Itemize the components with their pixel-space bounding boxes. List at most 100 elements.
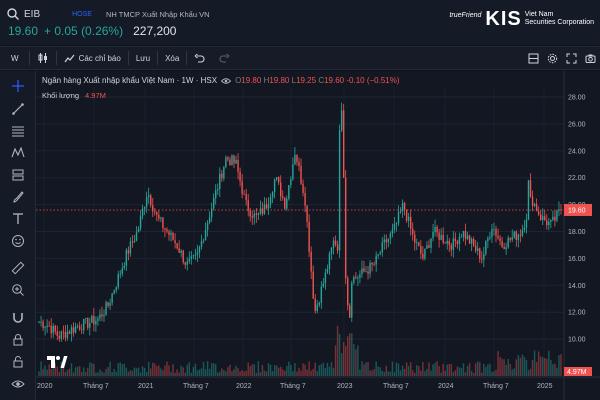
volume-bar: [450, 364, 453, 376]
volume-bar: [150, 368, 152, 376]
delete-button[interactable]: Xóa: [165, 53, 180, 63]
volume-bar: [399, 370, 402, 376]
eye-icon[interactable]: [221, 77, 232, 85]
volume-bar: [308, 361, 310, 376]
volume-bar: [332, 367, 335, 376]
candle-body: [119, 273, 121, 275]
brush-tool[interactable]: [10, 189, 26, 205]
candle-body: [302, 183, 304, 193]
layout-icon[interactable]: [528, 53, 539, 64]
volume-bar: [119, 362, 121, 376]
save-button[interactable]: Lưu: [135, 53, 151, 63]
candle-body: [426, 245, 428, 249]
x-tick-label: Tháng 7: [280, 383, 306, 390]
camera-icon[interactable]: [585, 53, 596, 64]
chart-canvas[interactable]: 28.0026.0024.0022.0020.0018.0016.0014.00…: [36, 71, 600, 400]
candle-body: [403, 202, 406, 210]
candle-body: [391, 229, 394, 234]
volume-bar: [271, 371, 274, 376]
volume-bar: [558, 355, 560, 376]
volume-bar: [454, 370, 457, 376]
candle-body: [544, 216, 546, 221]
x-tick-label: Tháng 7: [83, 383, 109, 390]
volume-bar: [344, 345, 347, 376]
candle-body: [154, 211, 156, 213]
candle-body: [89, 323, 91, 328]
exchange-label: HOSE: [72, 10, 92, 18]
volume-bar: [495, 369, 497, 376]
magnet-tool[interactable]: [10, 310, 26, 326]
volume-bar: [336, 325, 339, 376]
trendline-tool[interactable]: [10, 101, 26, 117]
undo-icon: [194, 53, 205, 63]
text-tool[interactable]: [10, 211, 26, 227]
candle-body: [200, 240, 203, 247]
indicators-label: Các chỉ báo: [78, 53, 121, 63]
candle-body: [255, 213, 258, 215]
candle-body: [357, 277, 359, 279]
volume-bar: [241, 370, 243, 376]
candle-body: [135, 232, 138, 241]
candle-body: [405, 209, 408, 221]
volume-bar: [426, 368, 428, 376]
y-tick-label: 22.00: [568, 175, 586, 182]
volume-bar: [513, 368, 515, 376]
brush-icon: [13, 191, 24, 203]
volume-bar: [409, 362, 412, 376]
gear-icon[interactable]: [547, 53, 558, 64]
volume-bar: [212, 363, 215, 376]
candle-body: [375, 255, 377, 265]
candle-body: [219, 173, 221, 190]
fullscreen-icon[interactable]: [566, 53, 577, 64]
candle-body: [446, 240, 448, 244]
candle-body: [505, 247, 507, 250]
volume-bar: [275, 365, 278, 376]
candle-body: [328, 253, 331, 270]
interval-button[interactable]: W: [11, 53, 19, 63]
fib-tool[interactable]: [10, 123, 26, 139]
emoji-tool[interactable]: [10, 233, 26, 249]
volume-bar: [97, 372, 99, 376]
candle-body: [60, 331, 63, 339]
measure-tool[interactable]: [10, 167, 26, 183]
volume-bar: [40, 361, 42, 376]
candle-style-button[interactable]: [30, 46, 56, 70]
candle-body: [190, 256, 193, 260]
volume-bar: [548, 350, 550, 376]
toolbar-divider: [186, 51, 188, 65]
candle-body: [456, 241, 459, 245]
volume-bar: [113, 369, 115, 376]
candle-body: [68, 331, 71, 334]
ruler-tool[interactable]: [10, 260, 26, 276]
candle-body: [267, 203, 270, 209]
candle-body: [263, 204, 266, 214]
candle-body: [361, 268, 363, 275]
crosshair-tool[interactable]: [10, 78, 26, 94]
zoom-tool[interactable]: [10, 282, 26, 298]
pattern-tool[interactable]: [10, 145, 26, 161]
lock-drawings-tool[interactable]: [10, 332, 26, 348]
symbol-name[interactable]: EIB: [24, 8, 41, 20]
price-chart[interactable]: 28.0026.0024.0022.0020.0018.0016.0014.00…: [36, 71, 600, 400]
volume-bar: [316, 371, 318, 376]
logo-subtitle: Viet Nam Securities Corporation: [525, 11, 594, 27]
volume-bar: [414, 372, 416, 376]
redo-button[interactable]: [212, 46, 237, 70]
volume-bar: [302, 363, 304, 376]
volume-bar: [412, 370, 414, 376]
search-icon[interactable]: [6, 7, 20, 21]
candle-body: [206, 222, 209, 230]
lock-tool[interactable]: [10, 354, 26, 370]
symbol-header: EIB HOSE NH TMCP Xuất Nhập Khẩu VN 19.60…: [0, 0, 600, 45]
volume-total: 227,200: [133, 24, 177, 38]
visibility-tool[interactable]: [10, 376, 26, 392]
indicators-button[interactable]: Các chỉ báo: [57, 46, 128, 70]
volume-bar: [434, 362, 436, 376]
candle-body: [87, 317, 89, 328]
volume-bar: [456, 366, 459, 376]
volume-bar: [405, 362, 408, 376]
last-volume-label: 4.97M: [567, 369, 587, 376]
undo-button[interactable]: [187, 46, 212, 70]
volume-bar: [76, 366, 79, 376]
volume-bar: [85, 371, 87, 376]
